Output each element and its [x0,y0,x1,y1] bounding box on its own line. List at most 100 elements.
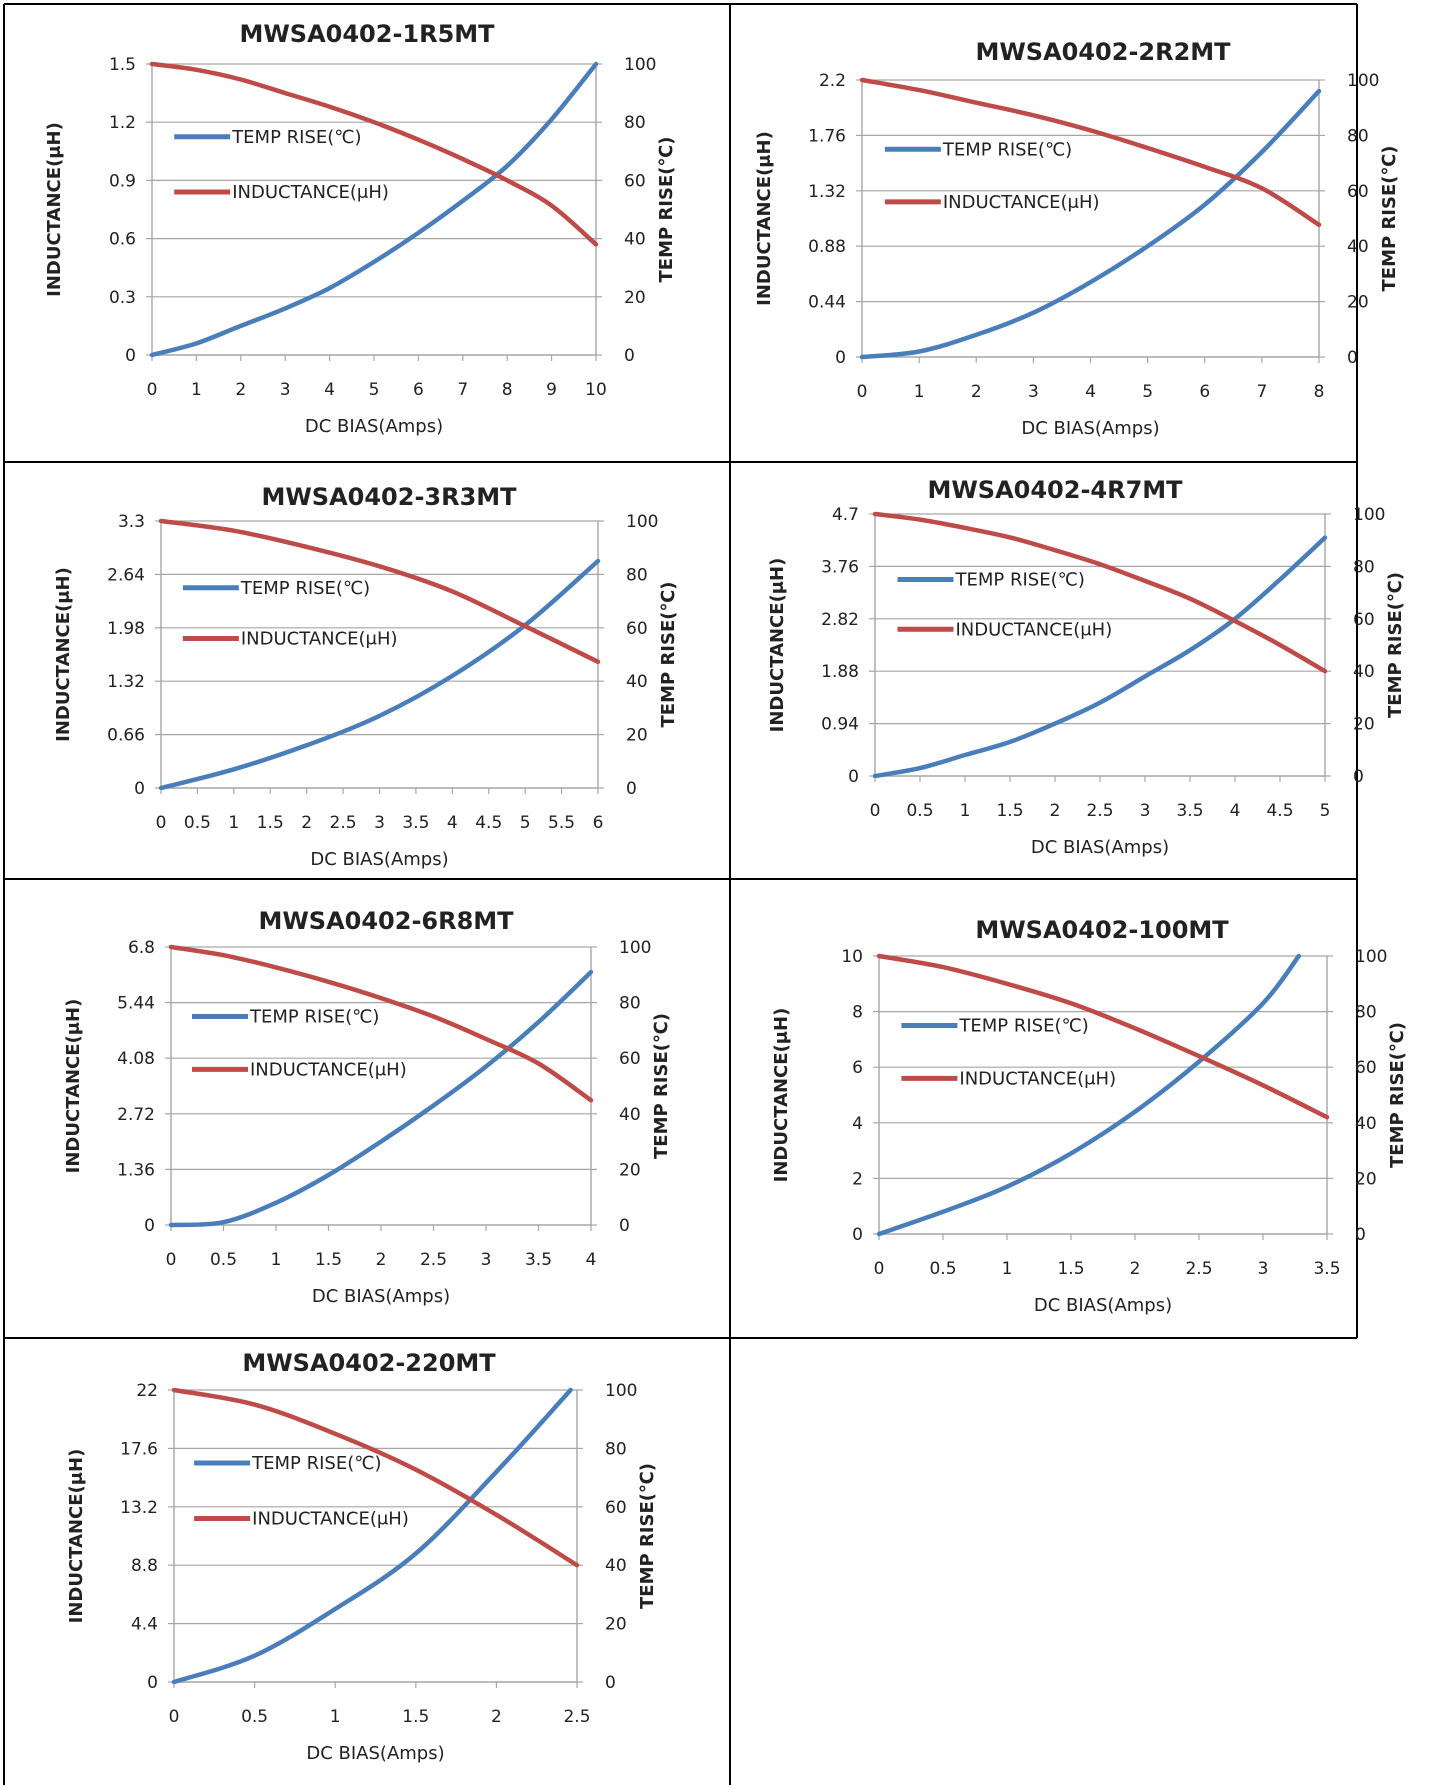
x-axis-label: DC BIAS(Amps) [305,416,443,437]
y-left-tick-label: 2.2 [819,71,846,91]
x-tick-label: 0 [156,813,167,833]
y-left-tick-label: 0 [852,1225,863,1245]
y-left-tick-label: 2.82 [821,610,859,630]
legend-label-inductance: INDUCTANCE(μH) [959,1068,1116,1089]
series-line-temp-rise [168,969,594,1228]
y-left-axis-label: INDUCTANCE(μH) [44,122,65,297]
y-left-tick-label: 8.8 [131,1556,158,1576]
y-right-tick-label: 20 [619,1160,641,1180]
y-right-axis-label: TEMP RISE(℃) [1379,145,1400,291]
y-left-tick-label: 1.76 [808,126,846,146]
y-right-tick-label: 100 [605,1381,637,1401]
y-left-tick-label: 1.32 [107,672,145,692]
x-tick-label: 3.5 [402,813,429,833]
y-left-tick-label: 2.72 [117,1105,155,1125]
x-tick-label: 0 [169,1707,180,1727]
x-tick-label: 6 [1199,382,1210,402]
y-left-tick-label: 3.3 [118,512,145,532]
y-left-tick-label: 13.2 [120,1498,158,1518]
y-left-tick-label: 5.44 [117,994,155,1014]
x-tick-label: 1.5 [996,801,1023,821]
x-tick-label: 1.5 [402,1707,429,1727]
y-left-tick-label: 0.44 [808,293,846,313]
x-axis-label: DC BIAS(Amps) [1034,1295,1172,1316]
y-right-axis-label: TEMP RISE(℃) [637,1463,658,1609]
chart-title: MWSA0402-6R8MT [258,907,514,935]
x-tick-label: 2 [971,382,982,402]
series-line-inductance [149,61,599,247]
y-left-tick-label: 4.4 [131,1615,158,1635]
y-left-axis-label: INDUCTANCE(μH) [754,131,775,306]
legend-label-inductance: INDUCTANCE(μH) [250,1059,407,1080]
legend-label-temp-rise: TEMP RISE(℃) [955,570,1085,591]
x-tick-label: 7 [457,380,468,400]
y-left-tick-label: 0.66 [107,726,145,746]
y-right-tick-label: 40 [1347,237,1369,257]
y-left-axis-label: INDUCTANCE(μH) [63,999,84,1174]
x-tick-label: 0.5 [906,801,933,821]
series-line-inductance [876,953,1330,1120]
y-left-tick-label: 1.5 [109,55,136,75]
y-right-tick-label: 40 [624,230,646,250]
series-line-inductance [168,944,594,1103]
x-tick-label: 2 [491,1707,502,1727]
x-axis-label: DC BIAS(Amps) [312,1286,450,1307]
series-line-inductance [158,518,601,665]
y-right-tick-label: 20 [624,288,646,308]
y-left-tick-label: 10 [841,947,863,967]
x-tick-label: 3 [1028,382,1039,402]
series-line-temp-rise [859,88,1322,360]
x-tick-label: 1 [1002,1259,1013,1279]
y-right-tick-label: 20 [1347,293,1369,313]
y-right-tick-label: 60 [624,171,646,191]
x-tick-label: 2 [1130,1259,1141,1279]
series-line-inductance [859,77,1322,228]
y-right-tick-label: 40 [626,672,648,692]
x-tick-label: 2 [235,380,246,400]
y-left-tick-label: 0.88 [808,237,846,257]
x-tick-label: 0.5 [929,1259,956,1279]
x-tick-label: 0.5 [241,1707,268,1727]
y-right-tick-label: 60 [1355,1058,1377,1078]
y-right-tick-label: 100 [1353,505,1385,525]
y-right-tick-label: 0 [626,779,637,799]
y-left-tick-label: 0.3 [109,288,136,308]
y-right-tick-label: 0 [1353,767,1364,787]
y-left-tick-label: 1.36 [117,1160,155,1180]
legend-label-temp-rise: TEMP RISE(℃) [249,1007,379,1028]
x-tick-label: 3 [1140,801,1151,821]
y-right-axis-label: TEMP RISE(℃) [1385,572,1406,718]
y-right-tick-label: 40 [605,1556,627,1576]
y-left-tick-label: 0 [848,767,859,787]
y-right-tick-label: 100 [626,512,658,532]
x-tick-label: 4 [1230,801,1241,821]
y-right-tick-label: 80 [619,994,641,1014]
x-tick-label: 2.5 [1185,1259,1212,1279]
y-left-tick-label: 1.2 [109,113,136,133]
y-right-axis-label: TEMP RISE(℃) [658,581,679,727]
y-left-tick-label: 1.98 [107,619,145,639]
y-right-tick-label: 60 [1353,610,1375,630]
chart-title: MWSA0402-100MT [975,916,1229,944]
y-right-tick-label: 100 [1347,71,1379,91]
legend-label-inductance: INDUCTANCE(μH) [241,628,398,649]
y-left-tick-label: 2.64 [107,565,145,585]
y-right-axis-label: TEMP RISE(℃) [651,1013,672,1159]
x-tick-label: 0 [147,380,158,400]
series-line-temp-rise [171,1387,573,1685]
x-tick-label: 1.5 [1057,1259,1084,1279]
x-tick-label: 10 [585,380,607,400]
x-tick-label: 1.5 [315,1250,342,1270]
x-tick-label: 4 [447,813,458,833]
x-axis-label: DC BIAS(Amps) [306,1743,444,1764]
x-tick-label: 3.5 [1176,801,1203,821]
x-tick-label: 7 [1256,382,1267,402]
chart-title: MWSA0402-3R3MT [261,483,517,511]
y-left-axis-label: INDUCTANCE(μH) [771,1008,792,1183]
y-right-tick-label: 20 [605,1615,627,1635]
y-left-tick-label: 0 [125,346,136,366]
